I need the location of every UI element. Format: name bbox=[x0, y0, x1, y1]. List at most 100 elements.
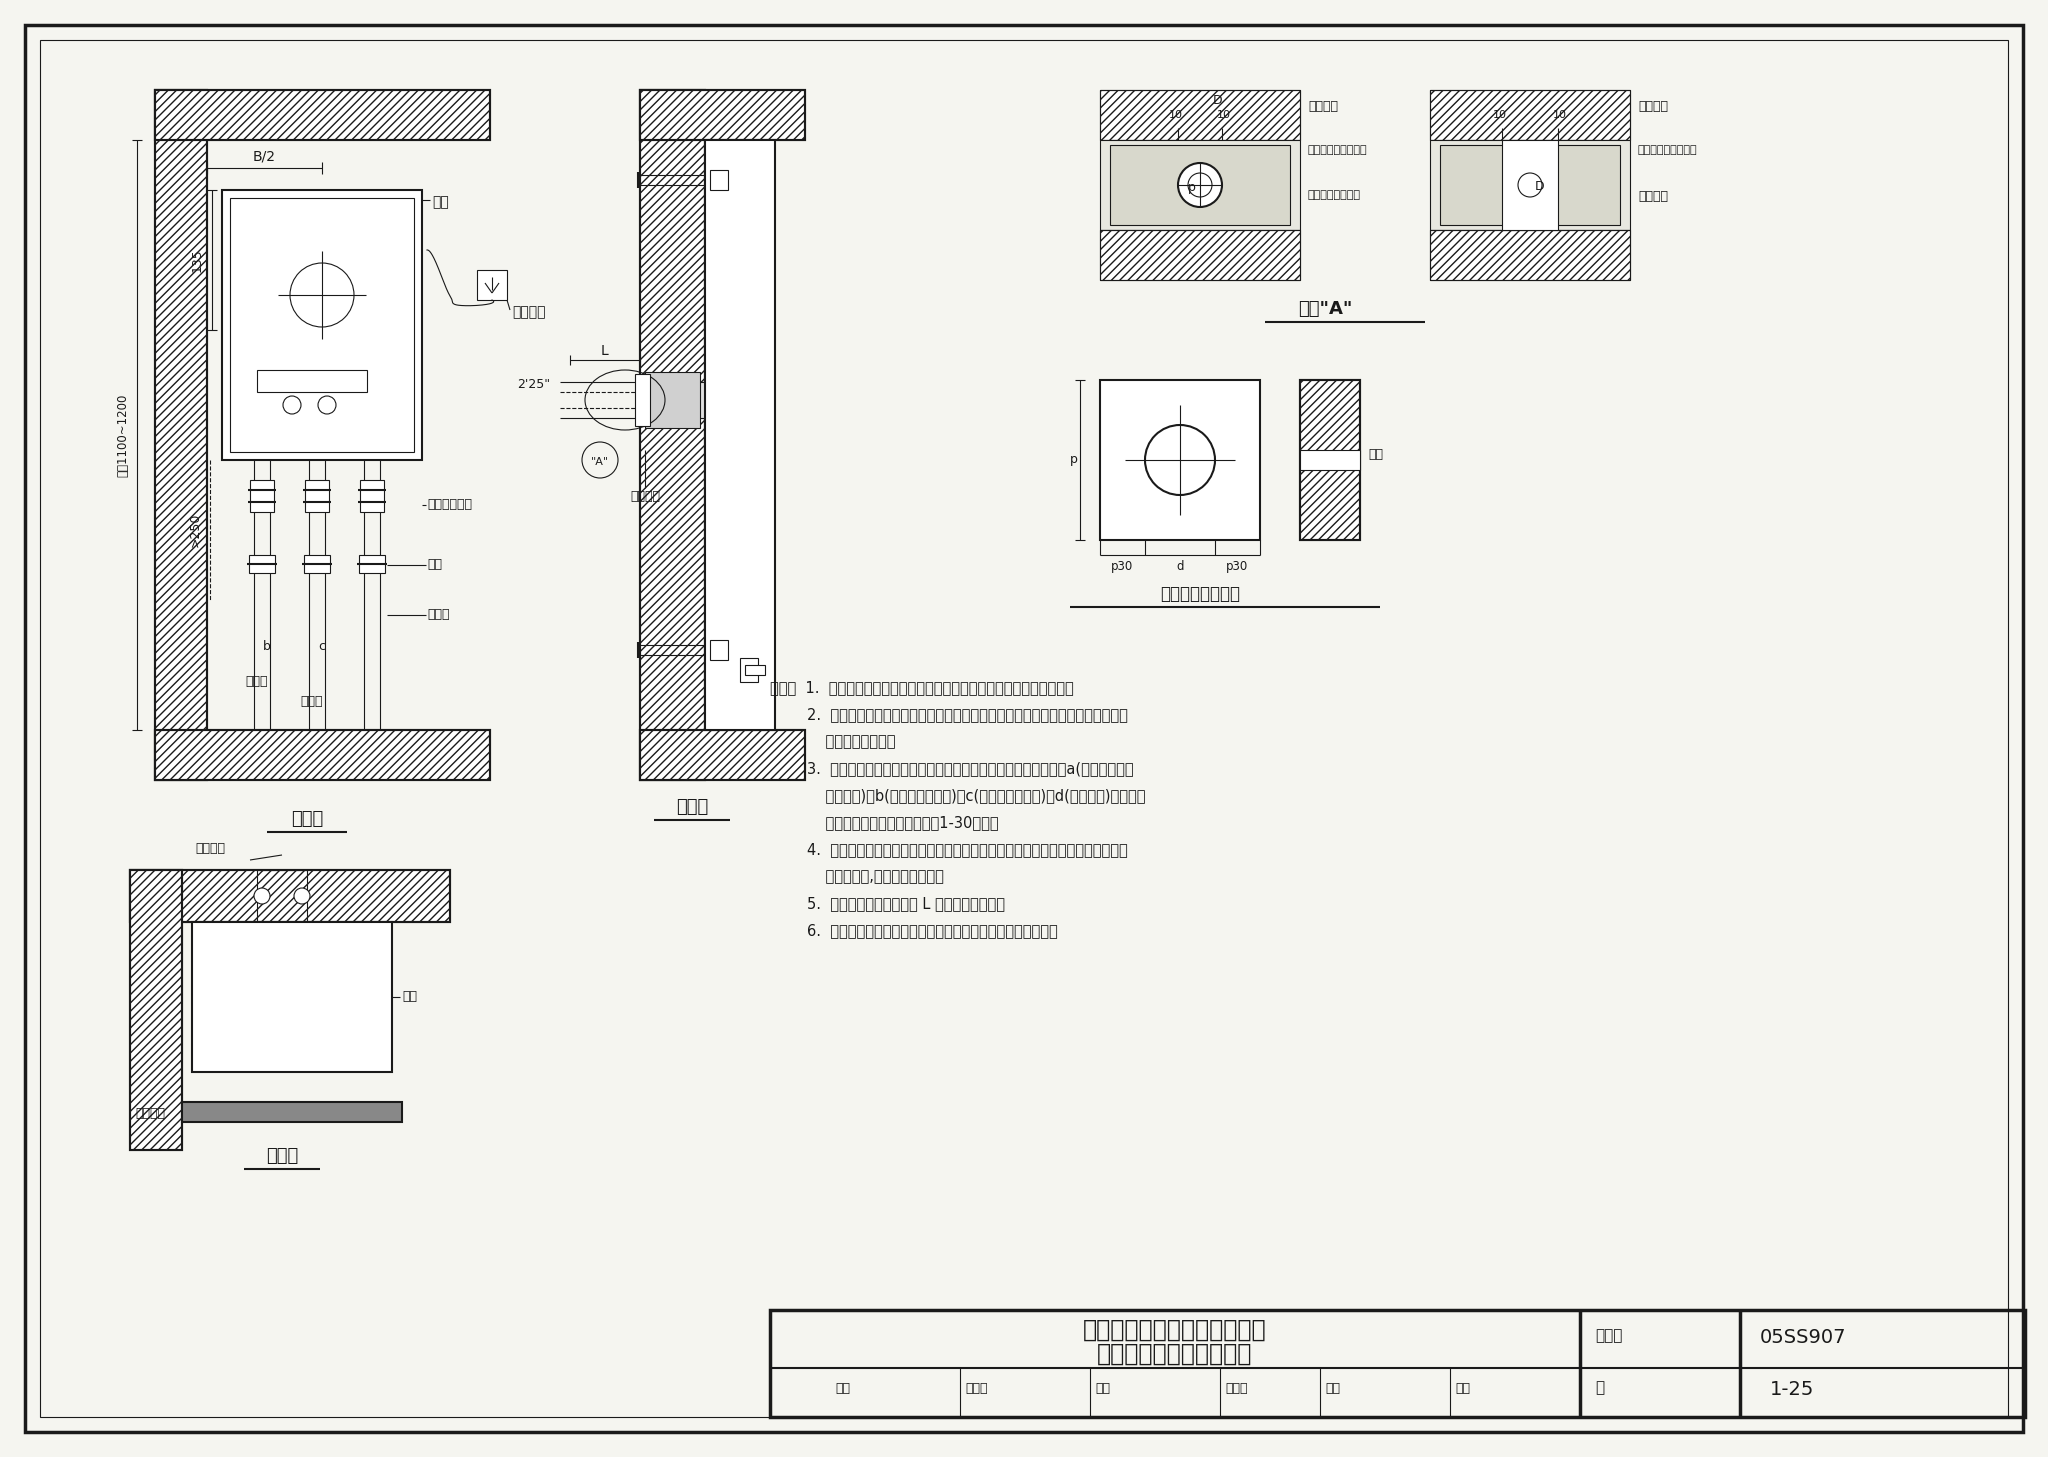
Bar bbox=[305, 479, 330, 511]
Text: 10: 10 bbox=[1217, 109, 1231, 119]
Text: 接地插座: 接地插座 bbox=[512, 305, 545, 319]
Text: p: p bbox=[1071, 453, 1077, 466]
Text: 4.  对应产品确定膨胀螺钉的开孔尺寸、数量及位置，钻孔装入膨胀管并拧入木螺: 4. 对应产品确定膨胀螺钉的开孔尺寸、数量及位置，钻孔装入膨胀管并拧入木螺 bbox=[770, 842, 1128, 857]
Bar bbox=[250, 479, 274, 511]
Text: L: L bbox=[602, 344, 608, 358]
Text: 10: 10 bbox=[1552, 109, 1567, 119]
Text: 1-25: 1-25 bbox=[1769, 1380, 1815, 1399]
Text: 05SS907: 05SS907 bbox=[1759, 1327, 1847, 1348]
Bar bbox=[156, 730, 489, 779]
Text: 节点"A": 节点"A" bbox=[1298, 300, 1352, 318]
Bar bbox=[639, 730, 805, 779]
Bar bbox=[1300, 450, 1360, 471]
Bar bbox=[745, 664, 766, 675]
Bar bbox=[705, 140, 774, 730]
Bar bbox=[303, 555, 330, 573]
Text: 燃气管: 燃气管 bbox=[246, 675, 268, 688]
Bar bbox=[221, 189, 422, 460]
Bar bbox=[193, 922, 391, 1072]
Text: 林建平: 林建平 bbox=[965, 1383, 987, 1394]
Text: 球阀: 球阀 bbox=[426, 558, 442, 571]
Bar bbox=[256, 370, 367, 392]
Bar bbox=[156, 90, 489, 140]
Text: 侧面图: 侧面图 bbox=[676, 798, 709, 816]
Bar bbox=[711, 640, 727, 660]
Text: 平面图: 平面图 bbox=[266, 1147, 299, 1166]
Text: 预制带洞混凝土块: 预制带洞混凝土块 bbox=[1309, 189, 1362, 200]
Text: d: d bbox=[1176, 559, 1184, 573]
Bar bbox=[229, 198, 414, 452]
Text: 2.  给排气筒穿墙部分可采用设预制带洞混凝土块或预埋钢管留洞方式，间隙密封: 2. 给排气筒穿墙部分可采用设预制带洞混凝土块或预埋钢管留洞方式，间隙密封 bbox=[770, 707, 1128, 723]
Circle shape bbox=[1178, 163, 1223, 207]
Text: p30: p30 bbox=[1110, 559, 1133, 573]
Text: 给排气筒: 给排气筒 bbox=[1309, 101, 1337, 114]
Bar bbox=[1430, 140, 1630, 230]
Bar bbox=[1300, 380, 1360, 541]
Text: 5.  给排气筒出墙最小尺寸 L 由所选产品确定。: 5. 给排气筒出墙最小尺寸 L 由所选产品确定。 bbox=[770, 896, 1006, 911]
Bar bbox=[1440, 146, 1620, 224]
Bar bbox=[182, 1101, 401, 1122]
Text: >250: >250 bbox=[188, 513, 203, 548]
Text: 何少平: 何少平 bbox=[1225, 1383, 1247, 1394]
Bar bbox=[129, 870, 182, 1150]
Bar bbox=[1300, 380, 1360, 541]
Bar bbox=[639, 730, 805, 779]
Bar bbox=[770, 1310, 2025, 1418]
Bar bbox=[1430, 230, 1630, 280]
Text: B/2: B/2 bbox=[252, 150, 276, 165]
Bar bbox=[358, 555, 385, 573]
Text: 10: 10 bbox=[1493, 109, 1507, 119]
Bar bbox=[250, 555, 274, 573]
Text: 审核: 审核 bbox=[836, 1383, 850, 1394]
Text: 处宜作防水处理。: 处宜作防水处理。 bbox=[770, 734, 895, 749]
Bar bbox=[639, 382, 705, 418]
Text: 说明：  1.  冷热水管道可采用明装或暗装布置，具体方式由设计人员选定。: 说明： 1. 冷热水管道可采用明装或暗装布置，具体方式由设计人员选定。 bbox=[770, 680, 1073, 695]
Text: 墙厚: 墙厚 bbox=[1368, 449, 1382, 462]
Bar bbox=[1501, 140, 1559, 230]
Text: 冷水管: 冷水管 bbox=[426, 609, 449, 622]
Bar bbox=[739, 659, 758, 682]
Bar bbox=[156, 90, 207, 779]
Text: 安装螺钉: 安装螺钉 bbox=[135, 1107, 166, 1120]
Text: 预埋钢管: 预埋钢管 bbox=[1638, 101, 1667, 114]
Text: D: D bbox=[1536, 181, 1544, 194]
Text: 设计: 设计 bbox=[1325, 1383, 1339, 1394]
Bar bbox=[129, 870, 451, 922]
Text: 给排气筒: 给排气筒 bbox=[1638, 189, 1667, 203]
Bar bbox=[1100, 140, 1300, 230]
Bar bbox=[1100, 380, 1260, 541]
Bar bbox=[477, 270, 508, 300]
Text: 根据选用的产品确定。详见第1-30页表。: 根据选用的产品确定。详见第1-30页表。 bbox=[770, 814, 999, 830]
Bar bbox=[156, 90, 489, 140]
Text: 安装螺钉: 安装螺钉 bbox=[631, 490, 659, 503]
Text: 赵鑫: 赵鑫 bbox=[1454, 1383, 1470, 1394]
Bar bbox=[1100, 230, 1300, 280]
Text: 校对: 校对 bbox=[1096, 1383, 1110, 1394]
Bar bbox=[639, 90, 805, 140]
Bar bbox=[1430, 90, 1630, 140]
Bar bbox=[1100, 230, 1300, 280]
Bar bbox=[360, 479, 385, 511]
Text: 强制给排气式（后出二层管）: 强制给排气式（后出二层管） bbox=[1083, 1319, 1268, 1342]
Bar bbox=[1100, 90, 1300, 140]
Text: 给排气筒: 给排气筒 bbox=[195, 842, 225, 855]
Bar bbox=[1100, 90, 1300, 140]
Bar bbox=[639, 90, 705, 779]
Bar bbox=[1430, 90, 1630, 140]
Circle shape bbox=[254, 887, 270, 903]
Text: 预制带洞混凝土块: 预制带洞混凝土块 bbox=[1159, 586, 1239, 603]
Text: "A": "A" bbox=[592, 457, 608, 468]
Text: p30: p30 bbox=[1227, 559, 1247, 573]
Text: 高墙距离)、b(左管与中管间距)、c(右管与中管间距)和d(留洞直径)的数值应: 高墙距离)、b(左管与中管间距)、c(右管与中管间距)和d(留洞直径)的数值应 bbox=[770, 788, 1145, 803]
Text: 图集号: 图集号 bbox=[1595, 1327, 1622, 1343]
Bar bbox=[639, 90, 805, 140]
Bar bbox=[711, 170, 727, 189]
Bar bbox=[129, 870, 182, 1150]
Text: 本体: 本体 bbox=[401, 991, 418, 1004]
Text: p: p bbox=[1188, 181, 1196, 194]
Text: 砂浆等不燃材料填充: 砂浆等不燃材料填充 bbox=[1309, 146, 1368, 154]
Text: 立面图: 立面图 bbox=[291, 810, 324, 828]
Bar bbox=[645, 372, 700, 428]
Bar bbox=[156, 730, 489, 779]
Circle shape bbox=[295, 887, 309, 903]
